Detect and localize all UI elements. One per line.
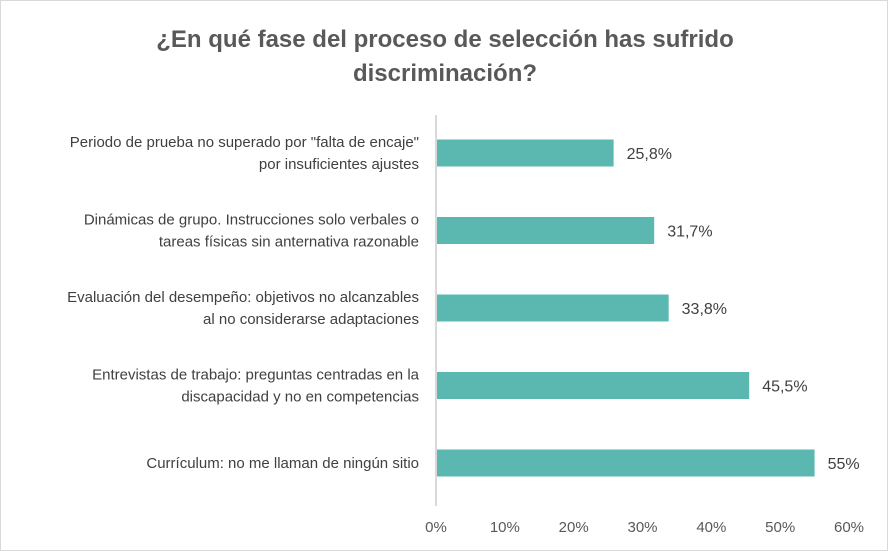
- chart-title-line-1: ¿En qué fase del proceso de selección ha…: [156, 26, 734, 53]
- x-tick-label: 50%: [765, 519, 795, 536]
- category-label: tareas físicas sin anternativa razonable: [159, 234, 419, 251]
- x-tick-label: 0%: [425, 519, 447, 536]
- x-tick-label: 10%: [490, 519, 520, 536]
- category-label: Evaluación del desempeño: objetivos no a…: [67, 289, 419, 306]
- bar: [437, 449, 815, 477]
- data-label: 55%: [828, 456, 860, 473]
- category-label: discapacidad y no en competencias: [181, 389, 419, 406]
- x-tick-label: 30%: [627, 519, 657, 536]
- bar: [437, 139, 614, 167]
- x-tick-label: 40%: [696, 519, 726, 536]
- data-label: 45,5%: [762, 379, 807, 396]
- category-label: Dinámicas de grupo. Instrucciones solo v…: [84, 212, 419, 229]
- data-label: 25,8%: [627, 146, 672, 163]
- category-label: por insuficientes ajustes: [259, 156, 419, 173]
- data-label: 31,7%: [667, 224, 712, 241]
- bar: [437, 294, 669, 322]
- category-label: Periodo de prueba no superado por "falta…: [70, 134, 419, 151]
- x-tick-label: 20%: [559, 519, 589, 536]
- chart-title-line-2: discriminación?: [353, 60, 537, 87]
- category-label: al no considerarse adaptaciones: [203, 311, 419, 328]
- data-label: 33,8%: [682, 301, 727, 318]
- x-tick-label: 60%: [834, 519, 864, 536]
- category-label: Currículum: no me llaman de ningún sitio: [146, 455, 419, 472]
- category-label: Entrevistas de trabajo: preguntas centra…: [92, 367, 420, 384]
- bar: [437, 217, 655, 244]
- bar: [437, 372, 750, 399]
